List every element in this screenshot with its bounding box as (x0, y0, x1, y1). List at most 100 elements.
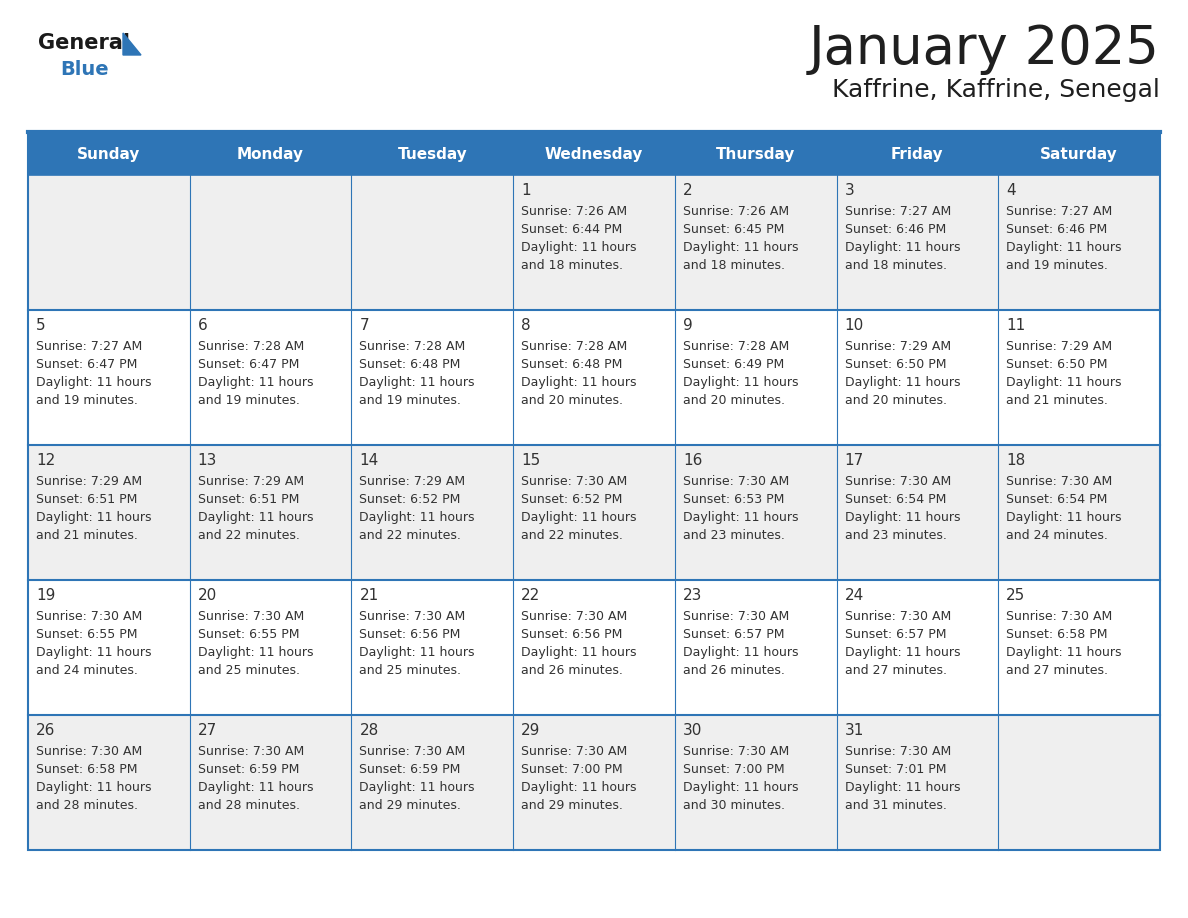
Bar (352, 580, 513, 715)
Text: and 26 minutes.: and 26 minutes. (683, 664, 785, 677)
Text: Sunrise: 7:26 AM: Sunrise: 7:26 AM (522, 205, 627, 218)
Text: 19: 19 (36, 588, 56, 603)
Text: Sunset: 6:52 PM: Sunset: 6:52 PM (360, 493, 461, 506)
Text: Sunrise: 7:30 AM: Sunrise: 7:30 AM (36, 610, 143, 623)
Text: Daylight: 11 hours: Daylight: 11 hours (522, 781, 637, 794)
Text: Sunrise: 7:30 AM: Sunrise: 7:30 AM (522, 610, 627, 623)
Text: Sunset: 6:57 PM: Sunset: 6:57 PM (845, 628, 946, 641)
Bar (675, 445, 836, 580)
Text: Daylight: 11 hours: Daylight: 11 hours (683, 241, 798, 254)
Bar (836, 445, 998, 580)
Bar (513, 580, 675, 715)
Bar (998, 715, 1159, 850)
Bar (29, 175, 190, 310)
Text: and 22 minutes.: and 22 minutes. (197, 529, 299, 542)
Text: Daylight: 11 hours: Daylight: 11 hours (683, 511, 798, 524)
Text: 7: 7 (360, 318, 369, 333)
Text: Sunrise: 7:30 AM: Sunrise: 7:30 AM (845, 745, 950, 758)
Text: 29: 29 (522, 723, 541, 738)
Text: Daylight: 11 hours: Daylight: 11 hours (197, 781, 314, 794)
Text: Sunrise: 7:30 AM: Sunrise: 7:30 AM (1006, 610, 1112, 623)
Text: Sunrise: 7:28 AM: Sunrise: 7:28 AM (197, 340, 304, 353)
Text: Sunset: 6:45 PM: Sunset: 6:45 PM (683, 223, 784, 236)
Text: January 2025: January 2025 (809, 23, 1159, 75)
Text: Daylight: 11 hours: Daylight: 11 hours (1006, 376, 1121, 389)
Text: Sunset: 6:47 PM: Sunset: 6:47 PM (197, 358, 299, 371)
Text: Daylight: 11 hours: Daylight: 11 hours (36, 511, 152, 524)
Text: 3: 3 (845, 183, 854, 198)
Text: Sunrise: 7:30 AM: Sunrise: 7:30 AM (197, 610, 304, 623)
Text: 16: 16 (683, 453, 702, 468)
Text: Sunset: 6:53 PM: Sunset: 6:53 PM (683, 493, 784, 506)
Text: Wednesday: Wednesday (545, 148, 643, 162)
Text: Sunset: 7:00 PM: Sunset: 7:00 PM (683, 763, 784, 776)
Bar (352, 445, 513, 580)
Bar (513, 715, 675, 850)
Text: and 19 minutes.: and 19 minutes. (36, 394, 138, 407)
Text: Daylight: 11 hours: Daylight: 11 hours (845, 646, 960, 659)
Text: Sunrise: 7:29 AM: Sunrise: 7:29 AM (197, 475, 304, 488)
Text: 26: 26 (36, 723, 56, 738)
Text: Sunset: 7:01 PM: Sunset: 7:01 PM (845, 763, 946, 776)
Text: 2: 2 (683, 183, 693, 198)
Text: 4: 4 (1006, 183, 1016, 198)
Text: and 18 minutes.: and 18 minutes. (683, 259, 785, 272)
Text: 14: 14 (360, 453, 379, 468)
Text: and 21 minutes.: and 21 minutes. (1006, 394, 1108, 407)
Text: 21: 21 (360, 588, 379, 603)
Text: Sunset: 6:44 PM: Sunset: 6:44 PM (522, 223, 623, 236)
Text: 12: 12 (36, 453, 56, 468)
Bar (675, 175, 836, 310)
Bar (998, 310, 1159, 445)
Text: Sunset: 6:49 PM: Sunset: 6:49 PM (683, 358, 784, 371)
Bar (190, 310, 352, 445)
Text: and 28 minutes.: and 28 minutes. (197, 799, 299, 812)
Text: 13: 13 (197, 453, 217, 468)
Bar (352, 715, 513, 850)
Text: 24: 24 (845, 588, 864, 603)
Text: and 20 minutes.: and 20 minutes. (522, 394, 624, 407)
Text: Sunset: 6:59 PM: Sunset: 6:59 PM (360, 763, 461, 776)
Bar (675, 310, 836, 445)
Text: Daylight: 11 hours: Daylight: 11 hours (360, 781, 475, 794)
Text: Daylight: 11 hours: Daylight: 11 hours (197, 376, 314, 389)
Text: Blue: Blue (61, 60, 108, 79)
Text: Daylight: 11 hours: Daylight: 11 hours (360, 646, 475, 659)
Text: 23: 23 (683, 588, 702, 603)
Bar (998, 175, 1159, 310)
Text: Sunset: 6:48 PM: Sunset: 6:48 PM (360, 358, 461, 371)
Text: and 27 minutes.: and 27 minutes. (1006, 664, 1108, 677)
Text: and 19 minutes.: and 19 minutes. (1006, 259, 1108, 272)
Text: Sunrise: 7:30 AM: Sunrise: 7:30 AM (683, 610, 789, 623)
Text: and 19 minutes.: and 19 minutes. (360, 394, 461, 407)
Text: 17: 17 (845, 453, 864, 468)
Text: Sunrise: 7:28 AM: Sunrise: 7:28 AM (360, 340, 466, 353)
Text: and 19 minutes.: and 19 minutes. (197, 394, 299, 407)
Text: and 29 minutes.: and 29 minutes. (522, 799, 623, 812)
Text: Sunset: 6:59 PM: Sunset: 6:59 PM (197, 763, 299, 776)
Text: 20: 20 (197, 588, 217, 603)
Text: Daylight: 11 hours: Daylight: 11 hours (36, 646, 152, 659)
Text: Sunrise: 7:30 AM: Sunrise: 7:30 AM (845, 475, 950, 488)
Text: and 30 minutes.: and 30 minutes. (683, 799, 785, 812)
Text: Sunrise: 7:30 AM: Sunrise: 7:30 AM (522, 475, 627, 488)
Text: Sunrise: 7:30 AM: Sunrise: 7:30 AM (360, 610, 466, 623)
Text: Sunrise: 7:29 AM: Sunrise: 7:29 AM (1006, 340, 1112, 353)
Text: Daylight: 11 hours: Daylight: 11 hours (683, 646, 798, 659)
Text: and 24 minutes.: and 24 minutes. (36, 664, 138, 677)
Text: Sunrise: 7:29 AM: Sunrise: 7:29 AM (360, 475, 466, 488)
Text: Daylight: 11 hours: Daylight: 11 hours (36, 781, 152, 794)
Text: 22: 22 (522, 588, 541, 603)
Text: Daylight: 11 hours: Daylight: 11 hours (683, 781, 798, 794)
Text: 30: 30 (683, 723, 702, 738)
Text: Sunrise: 7:28 AM: Sunrise: 7:28 AM (522, 340, 627, 353)
Text: and 25 minutes.: and 25 minutes. (197, 664, 299, 677)
Text: and 18 minutes.: and 18 minutes. (845, 259, 947, 272)
Text: Daylight: 11 hours: Daylight: 11 hours (522, 646, 637, 659)
Bar (190, 715, 352, 850)
Text: and 24 minutes.: and 24 minutes. (1006, 529, 1108, 542)
Text: Daylight: 11 hours: Daylight: 11 hours (522, 376, 637, 389)
Text: 5: 5 (36, 318, 45, 333)
Bar (998, 580, 1159, 715)
Text: Sunrise: 7:27 AM: Sunrise: 7:27 AM (36, 340, 143, 353)
